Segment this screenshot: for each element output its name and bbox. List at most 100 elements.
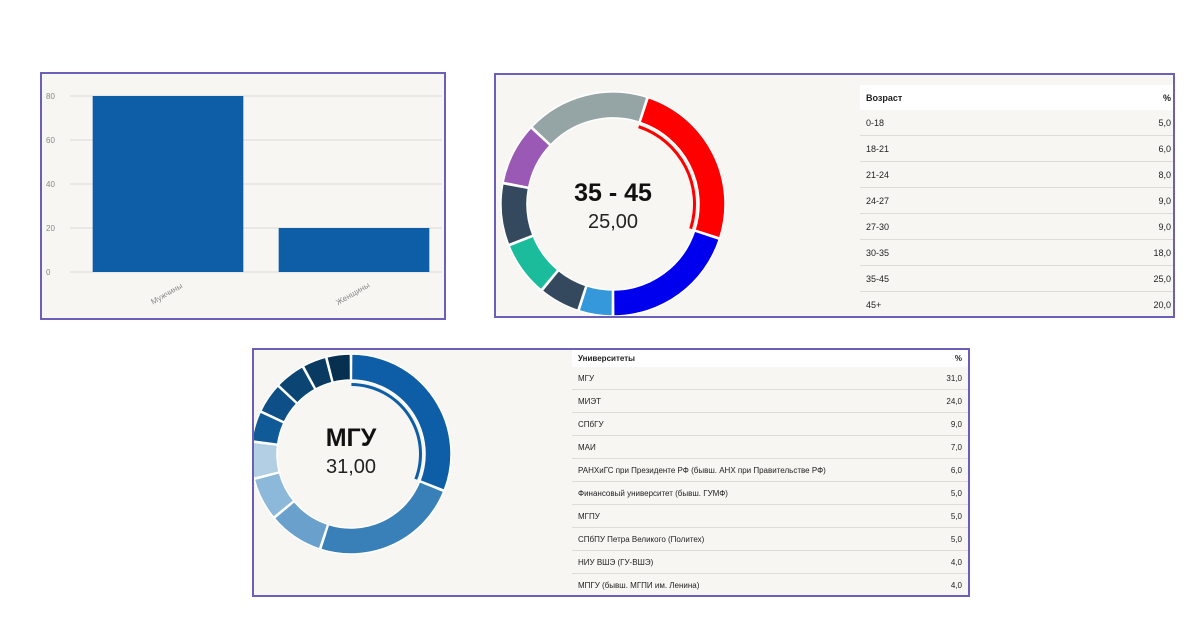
gender-bar-chart-panel: 0 20 40 60 80 Мужчины Женщины: [40, 72, 446, 320]
age-col-header[interactable]: Возраст: [860, 85, 1115, 110]
university-row-value: 5,0: [924, 527, 968, 551]
age-row-18-21-1[interactable]: 18-21 6,0: [860, 135, 1173, 162]
y-tick-label-0: 0: [46, 268, 51, 277]
age-slice-21-24-2[interactable]: [508, 235, 559, 291]
university-row-label: МГУ: [572, 367, 924, 390]
university-row-финансовый-университет-бывш-гумф-5[interactable]: Финансовый университет (бывш. ГУМФ) 5,0: [572, 481, 968, 505]
university-row-мгпу-6[interactable]: МГПУ 5,0: [572, 504, 968, 528]
university-center-value: 31,00: [326, 456, 376, 478]
university-row-value: 4,0: [924, 550, 968, 574]
university-row-миэт-1[interactable]: МИЭТ 24,0: [572, 389, 968, 413]
university-row-value: 5,0: [924, 504, 968, 528]
age-row-value: 8,0: [1115, 161, 1173, 188]
university-row-ниу-вшэ-гу-вшэ-8[interactable]: НИУ ВШЭ (ГУ-ВШЭ) 4,0: [572, 550, 968, 574]
university-row-label: НИУ ВШЭ (ГУ-ВШЭ): [572, 550, 924, 574]
x-tick-label-женщины-1: Женщины: [334, 280, 371, 307]
y-tick-label-80: 80: [46, 92, 55, 101]
university-percent-col-header[interactable]: %: [924, 350, 968, 367]
university-slice-финансовый-университет-бывш-гумф-5[interactable]: [254, 410, 285, 446]
age-center-title: 35 - 45: [574, 179, 652, 207]
university-center-title: МГУ: [326, 424, 377, 452]
university-row-value: 4,0: [924, 573, 968, 595]
university-slice-мгпу-6[interactable]: [259, 384, 298, 424]
age-donut-chart: 35 - 45 25,00: [500, 91, 726, 316]
university-slice-маи-3[interactable]: [254, 471, 295, 519]
age-row-value: 6,0: [1115, 135, 1173, 162]
age-row-0-18-0[interactable]: 0-18 5,0: [860, 110, 1173, 136]
university-row-value: 24,0: [924, 389, 968, 413]
age-row-24-27-3[interactable]: 24-27 9,0: [860, 187, 1173, 214]
university-row-value: 6,0: [924, 458, 968, 482]
university-row-label: МАИ: [572, 435, 924, 459]
y-tick-label-20: 20: [46, 224, 55, 233]
age-row-value: 20,0: [1153, 299, 1171, 310]
university-row-спбгу-2[interactable]: СПбГУ 9,0: [572, 412, 968, 436]
age-row-value: 18,0: [1115, 239, 1173, 266]
age-row-label: 30-35: [860, 239, 1115, 266]
university-row-value: 5,0: [924, 481, 968, 505]
age-slice-30-35-5[interactable]: [530, 91, 648, 146]
age-slice-24-27-3[interactable]: [500, 182, 534, 246]
gender-bar-chart: 0 20 40 60 80 Мужчины Женщины: [46, 92, 442, 307]
university-donut-chart: МГУ 31,00: [254, 353, 452, 555]
university-row-ранхигс-при-президенте-рф-бывш-анх-при-правительстве-рф-4[interactable]: РАНХиГС при Президенте РФ (бывш. АНХ при…: [572, 458, 968, 482]
university-slice-мгу-0[interactable]: [350, 353, 452, 492]
age-row-35-45-6[interactable]: 35-45 25,0: [860, 265, 1173, 292]
university-slice-миэт-1[interactable]: [319, 480, 445, 555]
age-row-30-35-5[interactable]: 30-35 18,0: [860, 239, 1173, 266]
age-row-label: 18-21: [860, 135, 1115, 162]
university-row-спбпу-петра-великого-политех-7[interactable]: СПбПУ Петра Великого (Политех) 5,0: [572, 527, 968, 551]
age-slice-0-18-0[interactable]: [578, 285, 614, 316]
age-table: Возраст % 0-18 5,0 18-21 6,0 21-24 8,0 24-27 9,…: [860, 85, 1173, 317]
university-row-label: МГПУ: [572, 504, 924, 528]
age-row-value: 9,0: [1115, 213, 1173, 240]
university-row-label: МПГУ (бывш. МГПИ им. Ленина): [572, 573, 924, 595]
age-row-label: 35-45: [860, 265, 1115, 292]
age-row-27-30-4[interactable]: 27-30 9,0: [860, 213, 1173, 240]
bar-женщины-1[interactable]: [278, 228, 430, 272]
university-chart-panel: МГУ 31,00 Университеты % МГУ 31,0 МИЭТ 24,0…: [252, 348, 970, 597]
age-slice-45-7[interactable]: [612, 230, 721, 316]
university-row-маи-3[interactable]: МАИ 7,0: [572, 435, 968, 459]
university-table: Университеты % МГУ 31,0 МИЭТ 24,0 СПбГУ 9,0 МА…: [572, 350, 968, 595]
age-slice-18-21-1[interactable]: [541, 269, 587, 312]
university-row-label: МИЭТ: [572, 389, 924, 413]
percent-col-header[interactable]: %: [1115, 85, 1173, 110]
university-row-мгу-0[interactable]: МГУ 31,0: [572, 367, 968, 390]
bar-мужчины-0[interactable]: [92, 96, 244, 272]
age-row-45-7[interactable]: 45+ 20,0: [860, 292, 1173, 317]
university-col-header[interactable]: Университеты: [572, 350, 924, 367]
university-slice-спбпу-петра-великого-политех-7[interactable]: [277, 365, 316, 405]
age-slice-27-30-4[interactable]: [502, 126, 552, 189]
university-row-label: РАНХиГС при Президенте РФ (бывш. АНХ при…: [572, 458, 924, 482]
university-row-label: СПбПУ Петра Великого (Политех): [572, 527, 924, 551]
university-row-label: СПбГУ: [572, 412, 924, 436]
age-slice-35-45-6[interactable]: [639, 96, 726, 239]
university-row-value: 31,0: [924, 367, 968, 390]
university-highlight-arc: [351, 383, 422, 480]
university-table-header: Университеты %: [572, 350, 968, 367]
age-table-header: Возраст %: [860, 85, 1173, 110]
university-slice-ниу-вшэ-гу-вшэ-8[interactable]: [302, 356, 334, 390]
age-row-value: 9,0: [1115, 187, 1173, 214]
university-slice-мпгу-бывш-мгпи-им-ленина-9[interactable]: [325, 353, 352, 384]
university-slice-ранхигс-при-президенте-рф-бывш-анх-при-правительстве-рф-4[interactable]: [254, 441, 281, 480]
university-row-label: Финансовый университет (бывш. ГУМФ): [572, 481, 924, 505]
age-row-value: 25,0: [1115, 265, 1173, 292]
age-row-value: 5,0: [1115, 110, 1173, 136]
age-row-label: 27-30: [860, 213, 1115, 240]
age-row-label: 21-24: [860, 161, 1115, 188]
age-chart-panel: 35 - 45 25,00 Возраст % 0-18 5,0 18-21 6,0 2…: [494, 73, 1175, 318]
university-slice-спбгу-2[interactable]: [273, 500, 329, 550]
y-tick-label-60: 60: [46, 136, 55, 145]
age-row-21-24-2[interactable]: 21-24 8,0: [860, 161, 1173, 188]
x-tick-label-мужчины-0: Мужчины: [149, 281, 184, 306]
age-row-label: 0-18: [860, 110, 1115, 136]
age-row-label: 45+: [866, 299, 882, 310]
university-row-value: 9,0: [924, 412, 968, 436]
age-center-value: 25,00: [588, 211, 638, 233]
university-row-value: 7,0: [924, 435, 968, 459]
y-tick-label-40: 40: [46, 180, 55, 189]
university-row-мпгу-бывш-мгпи-им-ленина-9[interactable]: МПГУ (бывш. МГПИ им. Ленина) 4,0: [572, 573, 968, 595]
age-row-label: 24-27: [860, 187, 1115, 214]
